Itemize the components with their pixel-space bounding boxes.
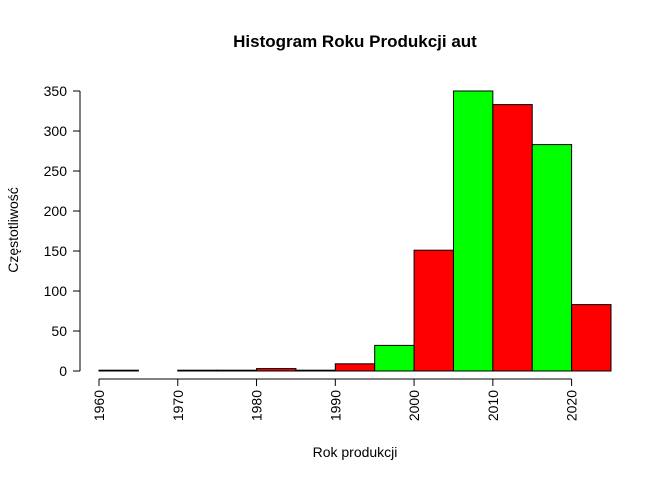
y-tick-label-100: 100	[44, 283, 68, 299]
x-tick-label-1990: 1990	[327, 390, 343, 421]
y-axis: 0 50 100 150 200 250 300 350	[44, 83, 81, 379]
y-tick-label-250: 250	[44, 163, 68, 179]
histogram-bar-1985-1990	[295, 369, 336, 372]
x-tick-label-2000: 2000	[406, 390, 422, 421]
x-tick-label-1980: 1980	[249, 390, 265, 421]
histogram-bar-2010-2015	[492, 104, 533, 372]
histogram-bar-1990-1995	[334, 363, 376, 372]
chart-title: Histogram Roku Produkcji aut	[233, 32, 477, 51]
y-tick-label-0: 0	[59, 363, 67, 379]
histogram-bar-1970-1975	[177, 369, 218, 372]
x-tick-label-2020: 2020	[564, 390, 580, 421]
x-axis: 1960 1970 1980 1990 2000 2010 2020	[91, 378, 580, 421]
y-tick-label-350: 350	[44, 83, 68, 99]
histogram-bar-1995-2000	[374, 344, 415, 372]
y-tick-label-300: 300	[44, 123, 68, 139]
histogram-bar-1960-1965	[98, 369, 139, 372]
histogram-bar-1975-1980	[216, 369, 258, 372]
x-tick-label-2010: 2010	[485, 390, 501, 421]
histogram-bar-2005-2010	[452, 90, 494, 372]
y-axis-label: Częstotliwość	[5, 187, 21, 273]
y-tick-label-150: 150	[44, 243, 68, 259]
x-tick-label-1970: 1970	[170, 390, 186, 421]
x-tick-label-1960: 1960	[91, 390, 107, 421]
histogram-bar-2000-2005	[413, 249, 454, 372]
histogram-bar-2015-2020	[531, 144, 573, 372]
x-axis-label: Rok produkcji	[313, 444, 398, 460]
histogram-bars	[98, 90, 612, 372]
histogram-bar-1980-1985	[256, 368, 297, 372]
y-tick-label-200: 200	[44, 203, 68, 219]
y-tick-label-50: 50	[51, 323, 67, 339]
histogram-bar-2020-2025	[571, 304, 612, 372]
